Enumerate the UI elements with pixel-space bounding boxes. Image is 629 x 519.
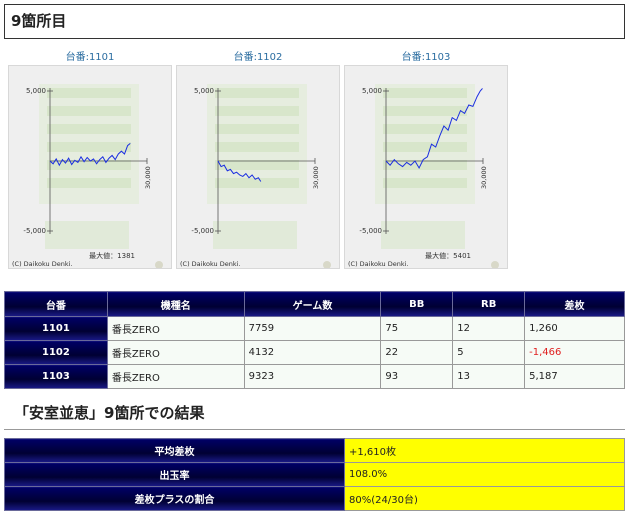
col-header-model: 機種名: [106, 291, 245, 317]
summary-row: 差枚プラスの割合 80%(24/30台): [4, 486, 625, 511]
summary-value: 80%(24/30台): [344, 486, 625, 511]
background-stripe: [47, 124, 131, 134]
cell-rb: 12: [452, 316, 526, 341]
cell-diff: 1,260: [524, 316, 625, 341]
cell-unit[interactable]: 1102: [4, 340, 108, 365]
background-stripe: [215, 142, 299, 152]
max-value-label: 最大値：5401: [425, 251, 471, 260]
background-stripe: [215, 124, 299, 134]
background-stripe: [47, 88, 131, 98]
background-stripe: [383, 160, 467, 170]
cell-games: 7759: [243, 316, 382, 341]
background-stripe: [215, 106, 299, 116]
graph-block-1102: 台番:1102 5,000 -5,000 30,000 (C) Daikoku Den…: [176, 50, 340, 269]
cell-bb: 75: [380, 316, 454, 341]
cell-games: 4132: [243, 340, 382, 365]
summary-table: 平均差枚 +1,610枚 出玉率 108.0% 差枚プラスの割合 80%(24/…: [4, 438, 625, 511]
background-stripe: [215, 88, 299, 98]
summary-value: 108.0%: [344, 462, 625, 487]
col-header-diff: 差枚: [524, 291, 625, 317]
col-header-rb: RB: [452, 291, 526, 317]
summary-row: 出玉率 108.0%: [4, 462, 625, 487]
summary-value: +1,610枚: [344, 438, 625, 463]
background-stripe: [383, 178, 467, 188]
section-title: 9箇所目: [4, 4, 625, 39]
cell-model: 番長ZERO: [106, 316, 245, 341]
graph-svg: 5,000 -5,000 30,000 最大値：1381 (C) Daikoku Den…: [12, 84, 163, 268]
cell-unit[interactable]: 1101: [4, 316, 108, 341]
table-row: 1102 番長ZERO 4132 22 5 -1,466: [4, 340, 625, 365]
credit-label: (C) Daikoku Denki.: [348, 260, 409, 268]
summary-label: 差枚プラスの割合: [4, 486, 345, 511]
graph-1103[interactable]: 5,000 -5,000 30,000 最大値：5401 (C) Daikoku Den…: [344, 65, 508, 269]
ball-icon: [491, 261, 499, 268]
max-value-label: 最大値：1381: [89, 251, 135, 260]
series-line: [49, 143, 131, 167]
background-stripe: [47, 178, 131, 188]
graph-block-1101: 台番:1101 5,000 -5,000 30,000 最大値：1381 (C) Dai…: [8, 50, 172, 269]
cell-diff: 5,187: [524, 364, 625, 389]
graph-label[interactable]: 台番:1101: [65, 52, 115, 63]
background-stripe: [47, 106, 131, 116]
x-tick-label: 30,000: [312, 166, 320, 189]
col-header-bb: BB: [380, 291, 454, 317]
cell-diff: -1,466: [524, 340, 625, 365]
background-table: [381, 221, 465, 249]
summary-row: 平均差枚 +1,610枚: [4, 438, 625, 463]
background-stripe: [215, 178, 299, 188]
ball-icon: [155, 261, 163, 268]
cell-bb: 93: [380, 364, 454, 389]
graph-1102[interactable]: 5,000 -5,000 30,000 (C) Daikoku Denki.: [176, 65, 340, 269]
background-stripe: [383, 106, 467, 116]
summary-label: 平均差枚: [4, 438, 345, 463]
table-header-row: 台番 機種名 ゲーム数 BB RB 差枚: [4, 291, 625, 317]
y-tick-label: 5,000: [26, 87, 46, 95]
machine-table: 台番 機種名 ゲーム数 BB RB 差枚 1101 番長ZERO 7759 75…: [4, 291, 625, 389]
background-table: [45, 221, 129, 249]
series-line: [217, 160, 262, 182]
summary-label: 出玉率: [4, 462, 345, 487]
col-header-unit: 台番: [4, 291, 108, 317]
graph-label[interactable]: 台番:1103: [401, 52, 451, 63]
graph-block-1103: 台番:1103 5,000 -5,000 30,000 最大値：5401 (C) Dai…: [344, 50, 508, 269]
graph-svg: 5,000 -5,000 30,000 (C) Daikoku Denki.: [180, 84, 331, 268]
result-title: 「安室並恵」9箇所での結果: [4, 400, 625, 430]
background-stripe: [47, 142, 131, 152]
credit-label: (C) Daikoku Denki.: [12, 260, 73, 268]
table-row: 1101 番長ZERO 7759 75 12 1,260: [4, 316, 625, 341]
cell-bb: 22: [380, 340, 454, 365]
y-tick-label: 5,000: [362, 87, 382, 95]
background-stripe: [215, 160, 299, 170]
background-stripe: [383, 88, 467, 98]
cell-model: 番長ZERO: [106, 340, 245, 365]
y-tick-label: -5,000: [359, 227, 382, 235]
cell-rb: 13: [452, 364, 526, 389]
background-table: [213, 221, 297, 249]
y-tick-label: -5,000: [191, 227, 214, 235]
background-stripe: [383, 142, 467, 152]
credit-label: (C) Daikoku Denki.: [180, 260, 241, 268]
cell-model: 番長ZERO: [106, 364, 245, 389]
x-tick-label: 30,000: [144, 166, 152, 189]
y-tick-label: 5,000: [194, 87, 214, 95]
cell-rb: 5: [452, 340, 526, 365]
cell-unit[interactable]: 1103: [4, 364, 108, 389]
y-tick-label: -5,000: [23, 227, 46, 235]
graph-svg: 5,000 -5,000 30,000 最大値：5401 (C) Daikoku Den…: [348, 84, 499, 268]
graph-label[interactable]: 台番:1102: [233, 52, 283, 63]
table-row: 1103 番長ZERO 9323 93 13 5,187: [4, 364, 625, 389]
background-stripe: [47, 160, 131, 170]
ball-icon: [323, 261, 331, 268]
x-tick-label: 30,000: [480, 166, 488, 189]
graph-1101[interactable]: 5,000 -5,000 30,000 最大値：1381 (C) Daikoku Den…: [8, 65, 172, 269]
cell-games: 9323: [243, 364, 382, 389]
col-header-games: ゲーム数: [243, 291, 382, 317]
background-stripe: [383, 124, 467, 134]
series-line: [385, 88, 483, 170]
